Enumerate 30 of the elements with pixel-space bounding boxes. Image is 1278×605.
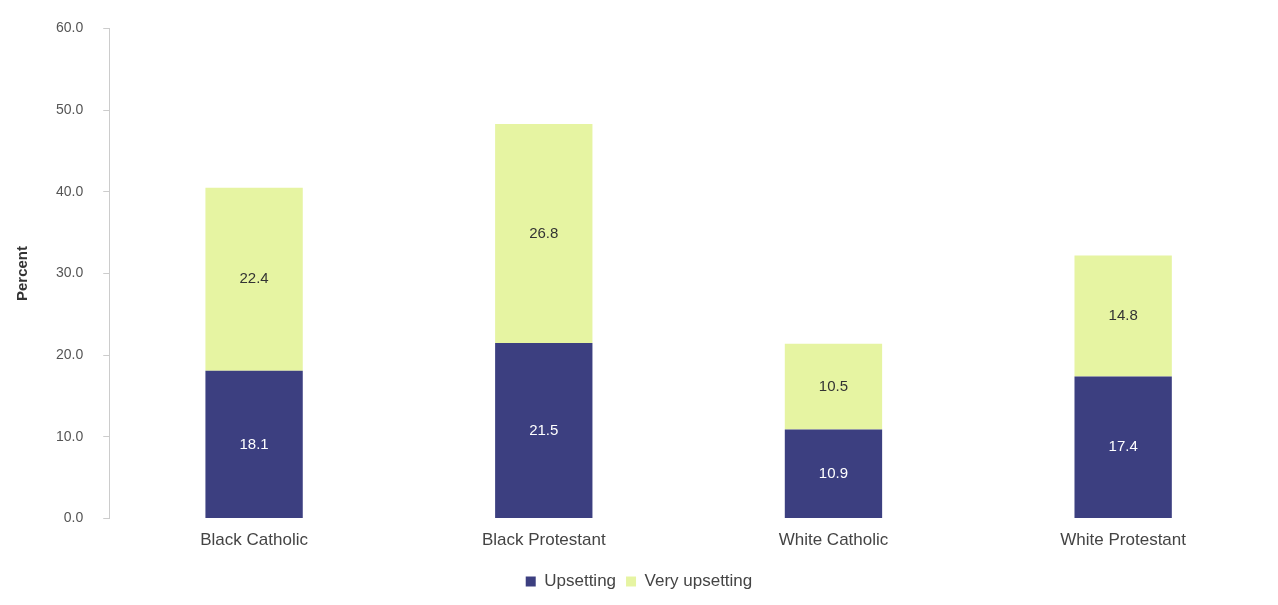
bar bbox=[205, 370, 303, 519]
bar bbox=[495, 342, 593, 519]
x-tick-label: White Catholic bbox=[778, 530, 889, 550]
x-tick-label: Black Catholic bbox=[200, 530, 309, 550]
data-label: 17.4 bbox=[1108, 437, 1138, 455]
y-tick-label: 50.0 bbox=[56, 100, 84, 117]
bar bbox=[205, 187, 303, 371]
y-tick-label: 40.0 bbox=[56, 182, 84, 199]
bar bbox=[1074, 376, 1172, 519]
data-label: 10.9 bbox=[818, 463, 849, 481]
bar bbox=[784, 429, 883, 519]
bar bbox=[495, 123, 593, 343]
bar bbox=[784, 343, 883, 430]
y-tick-label: 10.0 bbox=[56, 427, 84, 444]
data-label: 21.5 bbox=[529, 420, 559, 438]
data-label: 22.4 bbox=[239, 269, 269, 287]
y-tick-label: 60.0 bbox=[56, 19, 84, 36]
y-axis-title: Percent bbox=[13, 245, 31, 302]
legend-label: Very upsetting bbox=[644, 571, 753, 591]
data-label: 26.8 bbox=[529, 223, 559, 241]
data-label: 18.1 bbox=[239, 434, 269, 452]
y-tick-label: 0.0 bbox=[63, 509, 84, 526]
x-tick-label: Black Protestant bbox=[481, 530, 606, 550]
legend-label: Upsetting bbox=[544, 571, 617, 591]
y-tick-label: 20.0 bbox=[56, 346, 84, 363]
data-label: 10.5 bbox=[818, 376, 849, 394]
data-label: 14.8 bbox=[1108, 306, 1138, 324]
y-tick-label: 30.0 bbox=[56, 264, 84, 281]
x-tick-label: White Protestant bbox=[1060, 530, 1187, 550]
bar bbox=[1074, 255, 1172, 377]
